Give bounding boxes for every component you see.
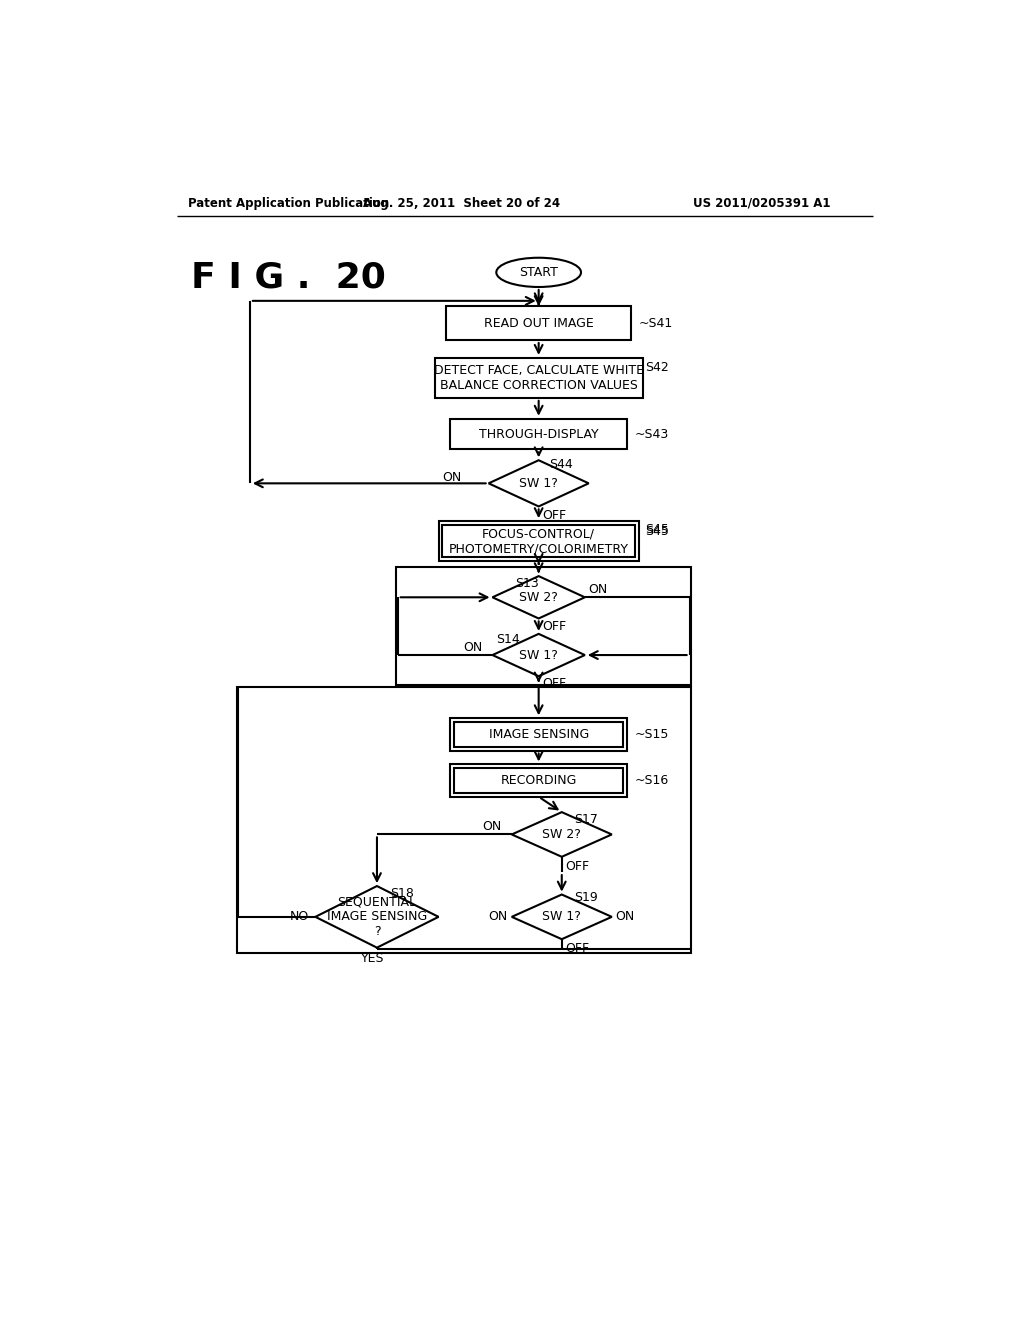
Text: RECORDING: RECORDING — [501, 774, 577, 787]
Bar — [237, 686, 691, 953]
Text: OFF: OFF — [543, 677, 566, 690]
Text: S17: S17 — [574, 813, 598, 825]
Text: DETECT FACE, CALCULATE WHITE
BALANCE CORRECTION VALUES: DETECT FACE, CALCULATE WHITE BALANCE COR… — [433, 364, 644, 392]
Text: ~S43: ~S43 — [635, 428, 669, 441]
Text: ~S15: ~S15 — [635, 727, 670, 741]
Bar — [451, 718, 628, 751]
Text: OFF: OFF — [565, 859, 590, 873]
Text: OFF: OFF — [543, 510, 566, 523]
Bar — [396, 566, 691, 685]
Text: OFF: OFF — [543, 619, 566, 632]
Bar — [451, 764, 628, 797]
Text: ~S41: ~S41 — [639, 317, 673, 330]
Text: Patent Application Publication: Patent Application Publication — [188, 197, 389, 210]
Text: ON: ON — [463, 640, 482, 653]
Text: S13: S13 — [515, 577, 540, 590]
Text: SW 2?: SW 2? — [519, 591, 558, 603]
Text: THROUGH-DISPLAY: THROUGH-DISPLAY — [479, 428, 598, 441]
Text: SW 1?: SW 1? — [543, 911, 582, 924]
Text: S14: S14 — [497, 634, 520, 647]
Text: S18: S18 — [390, 887, 414, 900]
Text: S19: S19 — [574, 891, 598, 904]
Text: ~S16: ~S16 — [635, 774, 669, 787]
Text: F I G .  20: F I G . 20 — [190, 261, 386, 294]
Text: ON: ON — [589, 583, 608, 597]
Bar — [435, 358, 643, 397]
Text: US 2011/0205391 A1: US 2011/0205391 A1 — [692, 197, 830, 210]
Text: SW 1?: SW 1? — [519, 477, 558, 490]
Bar — [454, 768, 624, 793]
Bar — [446, 306, 631, 341]
Text: SW 1?: SW 1? — [519, 648, 558, 661]
Text: S42: S42 — [645, 362, 669, 375]
Text: S45: S45 — [645, 523, 669, 536]
Text: NO: NO — [290, 911, 309, 924]
Text: FOCUS-CONTROL/
PHOTOMETRY/COLORIMETRY: FOCUS-CONTROL/ PHOTOMETRY/COLORIMETRY — [449, 527, 629, 556]
Text: READ OUT IMAGE: READ OUT IMAGE — [483, 317, 594, 330]
Text: Aug. 25, 2011  Sheet 20 of 24: Aug. 25, 2011 Sheet 20 of 24 — [364, 197, 560, 210]
Text: YES: YES — [361, 952, 385, 965]
Text: ON: ON — [482, 820, 502, 833]
Text: SW 2?: SW 2? — [543, 828, 582, 841]
Bar — [438, 521, 639, 561]
Bar — [451, 418, 628, 449]
Text: ON: ON — [488, 911, 508, 924]
Text: ON: ON — [615, 911, 635, 924]
Text: S44: S44 — [549, 458, 572, 471]
Text: S45: S45 — [645, 525, 669, 539]
Text: START: START — [519, 265, 558, 279]
Bar — [442, 525, 635, 557]
Text: ON: ON — [442, 471, 462, 483]
Text: IMAGE SENSING: IMAGE SENSING — [488, 727, 589, 741]
Text: OFF: OFF — [565, 942, 590, 954]
Text: SEQUENTIAL
IMAGE SENSING
?: SEQUENTIAL IMAGE SENSING ? — [327, 895, 427, 939]
Bar — [454, 722, 624, 747]
